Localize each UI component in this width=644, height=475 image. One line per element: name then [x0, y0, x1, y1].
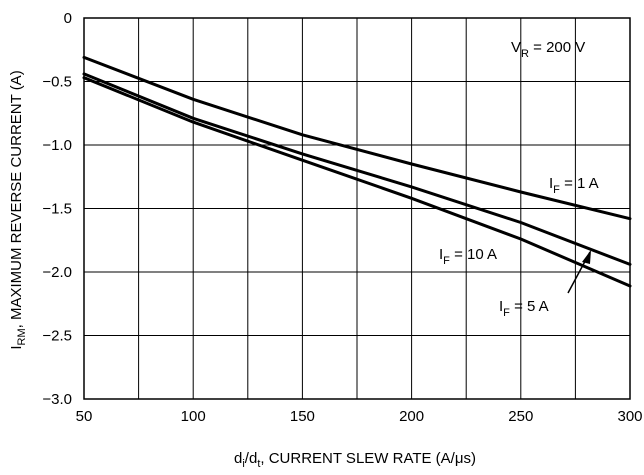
series-label-if-1a: IF = 1 A [549, 175, 599, 196]
series-line-0 [82, 55, 632, 221]
x-tick-label: 150 [290, 408, 315, 425]
grid-lines [84, 18, 630, 399]
series-line-2 [82, 76, 632, 288]
y-tick-label: −2.0 [42, 264, 72, 281]
series-label-if-10a: IF = 10 A [439, 246, 497, 267]
x-tick-label: 250 [508, 408, 533, 425]
series-lines [82, 55, 632, 288]
y-axis-label: IRM, MAXIMUM REVERSE CURRENT (A) [8, 70, 28, 349]
condition-label: VR = 200 V [511, 39, 585, 60]
y-tick-label: −3.0 [42, 391, 72, 408]
y-tick-label: −1.0 [42, 137, 72, 154]
x-tick-label: 100 [181, 408, 206, 425]
x-tick-label: 300 [617, 408, 642, 425]
x-tick-label: 200 [399, 408, 424, 425]
x-tick-label: 50 [76, 408, 93, 425]
series-line-1 [82, 72, 632, 266]
x-tick-labels: 50 100 150 200 250 300 [76, 408, 643, 425]
x-axis-label: di/dt, CURRENT SLEW RATE (A/μs) [234, 450, 476, 470]
y-tick-label: −0.5 [42, 74, 72, 91]
plot-frame [83, 17, 631, 400]
y-tick-labels: 0 −0.5 −1.0 −1.5 −2.0 −2.5 −3.0 [42, 10, 72, 408]
series-label-pointer-arrowhead [582, 250, 591, 264]
y-tick-label: −2.5 [42, 328, 72, 345]
y-tick-label: 0 [64, 10, 72, 27]
y-tick-label: −1.5 [42, 201, 72, 218]
series-label-if-5a: IF = 5 A [499, 298, 549, 319]
